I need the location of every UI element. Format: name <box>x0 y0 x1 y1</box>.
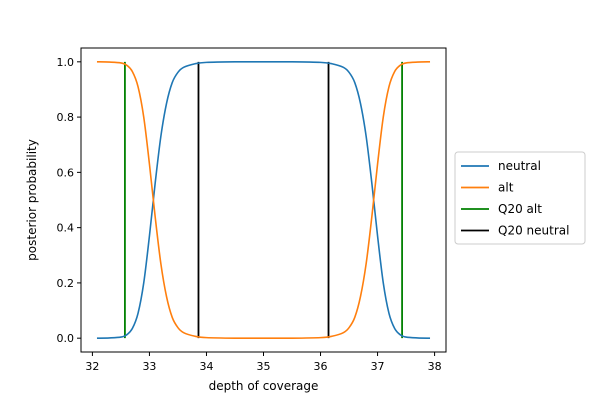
x-tick-label: 32 <box>85 360 99 373</box>
x-tick-label: 35 <box>257 360 271 373</box>
x-axis: 32 33 34 35 36 37 38 <box>85 352 442 373</box>
legend: neutral alt Q20 alt Q20 neutral <box>454 151 586 245</box>
x-axis-label: depth of coverage <box>209 379 319 393</box>
legend-frame <box>454 151 586 245</box>
x-tick-label: 37 <box>371 360 385 373</box>
y-tick-label: 0.6 <box>57 166 75 179</box>
y-tick-label: 0.0 <box>57 332 75 345</box>
y-tick-label: 1.0 <box>57 56 75 69</box>
legend-label: Q20 alt <box>498 202 542 216</box>
series-lines <box>96 60 431 340</box>
x-tick-label: 33 <box>142 360 156 373</box>
legend-label: neutral <box>498 159 541 173</box>
series-line-neutral <box>96 60 431 339</box>
y-tick-label: 0.8 <box>57 111 75 124</box>
y-axis-label: posterior probability <box>25 139 39 261</box>
series-line-alt <box>96 61 431 340</box>
x-tick-label: 38 <box>428 360 442 373</box>
legend-label: Q20 neutral <box>498 224 569 238</box>
x-tick-label: 36 <box>314 360 328 373</box>
reference-lines <box>124 61 403 339</box>
legend-label: alt <box>498 181 514 195</box>
x-tick-label: 34 <box>199 360 213 373</box>
y-tick-label: 0.2 <box>57 277 75 290</box>
y-tick-label: 0.4 <box>57 222 75 235</box>
y-axis: 0.0 0.2 0.4 0.6 0.8 1.0 <box>57 56 81 345</box>
